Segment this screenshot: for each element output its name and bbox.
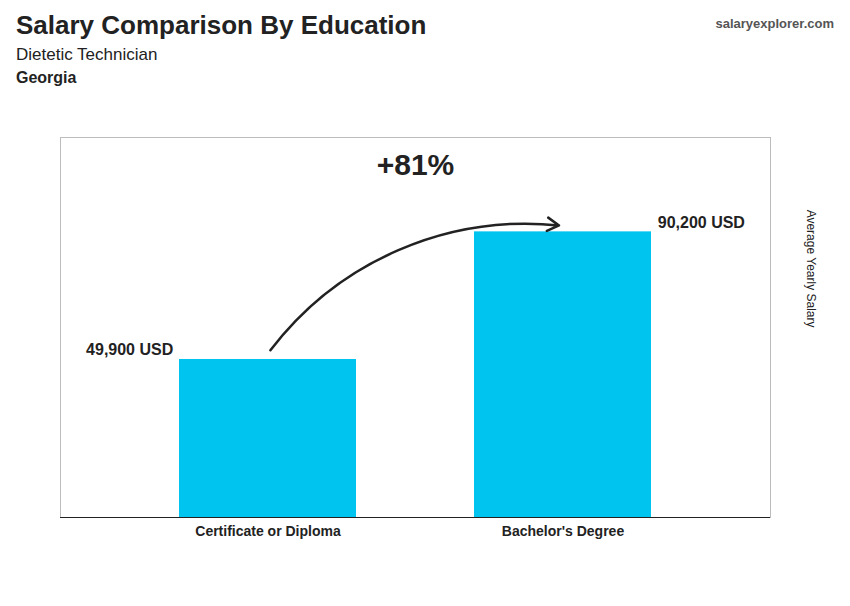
svg-text:Average Yearly Salary: Average Yearly Salary xyxy=(804,210,818,328)
html-text:Salary Comparison By Education: Salary Comparison By Education xyxy=(16,10,427,40)
svg-text:+81%: +81% xyxy=(377,148,455,181)
svg-text:90,200 USD: 90,200 USD xyxy=(658,214,745,231)
svg-text:Bachelor's Degree: Bachelor's Degree xyxy=(502,523,625,539)
svg-text:49,900 USD: 49,900 USD xyxy=(86,341,173,358)
svg-text:Certificate or Diploma: Certificate or Diploma xyxy=(195,523,341,539)
html-text:salaryexplorer.com: salaryexplorer.com xyxy=(715,16,834,31)
html-text:Dietetic Technician: Dietetic Technician xyxy=(16,45,158,64)
html-text:Georgia: Georgia xyxy=(16,69,77,86)
